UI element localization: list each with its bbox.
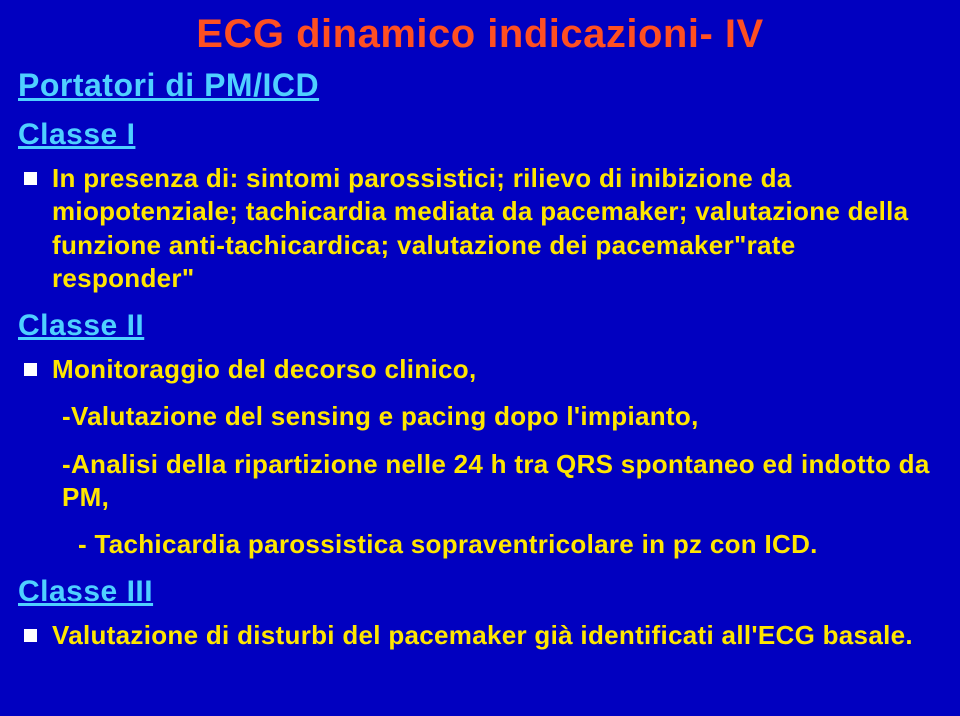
class-2-sub-2: -Analisi della ripartizione nelle 24 h t…: [62, 448, 942, 515]
class-1-label: Classe I: [18, 118, 942, 152]
class-2-label: Classe II: [18, 309, 942, 343]
class-3-list: Valutazione di disturbi del pacemaker gi…: [18, 619, 942, 652]
class-1-list: In presenza di: sintomi parossistici; ri…: [18, 162, 942, 295]
slide-title: ECG dinamico indicazioni- IV: [18, 12, 942, 57]
class-3-bullet: Valutazione di disturbi del pacemaker gi…: [18, 619, 942, 652]
class-2-bullet: Monitoraggio del decorso clinico,: [18, 353, 942, 386]
class-2-list: Monitoraggio del decorso clinico,: [18, 353, 942, 386]
class-1-bullet: In presenza di: sintomi parossistici; ri…: [18, 162, 942, 295]
class-2-sub-3: - Tachicardia parossistica sopraventrico…: [78, 528, 942, 561]
subtitle: Portatori di PM/ICD: [18, 67, 942, 104]
slide: ECG dinamico indicazioni- IV Portatori d…: [0, 0, 960, 716]
class-2-sub-1: -Valutazione del sensing e pacing dopo l…: [62, 400, 942, 433]
class-3-label: Classe III: [18, 575, 942, 609]
